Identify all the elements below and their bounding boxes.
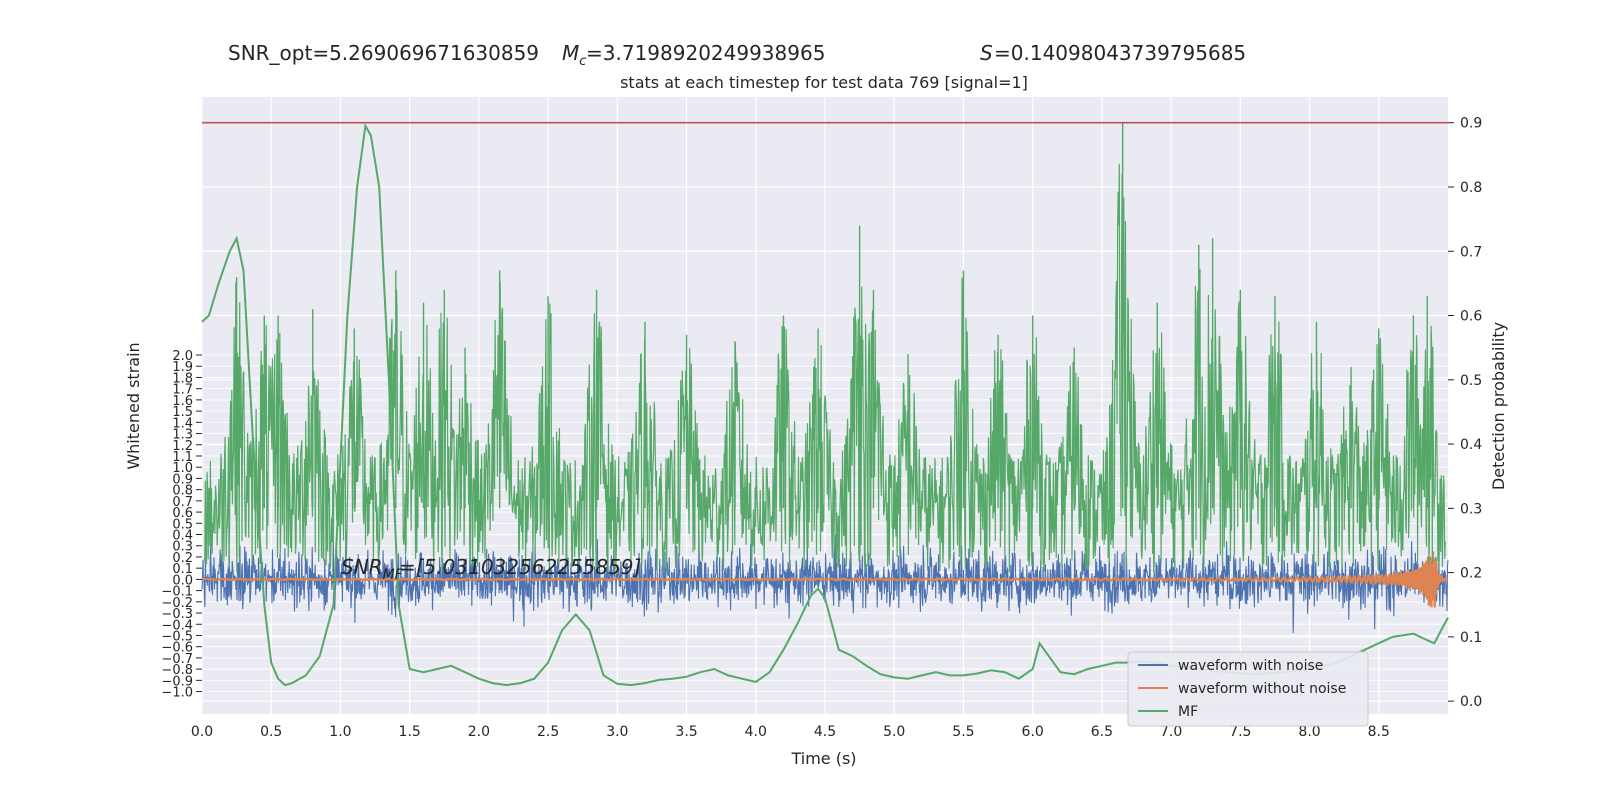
left-tick-label: 0.7: [172, 495, 193, 510]
left-tick-label: −0.3: [161, 607, 193, 622]
right-tick-label: 0.1: [1460, 630, 1482, 646]
left-tick-label: 1.4: [172, 416, 193, 431]
left-tick-label: 0.3: [172, 540, 193, 555]
snr-mf-annotation: =[5.031032562255859]: [399, 555, 641, 579]
x-tick-label: 7.0: [1160, 724, 1182, 740]
left-tick-label: −0.2: [161, 596, 193, 611]
left-tick-label: −0.4: [161, 618, 193, 633]
mf-activity-line: [204, 163, 1446, 573]
waveform-without-noise-line: [201, 551, 1449, 608]
left-tick-label: −0.1: [161, 585, 193, 600]
right-tick-label: 0.6: [1460, 309, 1482, 325]
left-tick-label: 0.2: [172, 551, 193, 566]
right-tick-label: 0.0: [1460, 694, 1482, 710]
right-tick-labels: 0.0 0.1 0.2 0.3 0.4 0.5 0.6 0.7 0.8 0.9: [1448, 116, 1482, 710]
left-tick-label: 0.6: [172, 506, 193, 521]
left-tick-label: 0.0: [172, 573, 193, 588]
x-tick-label: 7.5: [1229, 724, 1251, 740]
x-tick-label: 5.0: [883, 724, 905, 740]
mc-text: =3.7198920249938965: [586, 41, 825, 65]
left-tick-label: 0.5: [172, 517, 193, 532]
x-tick-label: 2.5: [537, 724, 559, 740]
x-tick-labels: 0.0 0.5 1.0 1.5 2.0 2.5 3.0 3.5 4.0 4.5 5.0 5.5 6.0 6…: [191, 724, 1390, 740]
x-tick-label: 1.5: [399, 724, 421, 740]
right-axis-label: Detection probability: [1489, 322, 1508, 490]
left-tick-label: 1.8: [172, 371, 193, 386]
left-tick-label: 1.2: [172, 439, 193, 454]
x-tick-label: 4.0: [745, 724, 767, 740]
left-tick-label: −0.7: [161, 652, 193, 667]
right-tick-label: 0.5: [1460, 373, 1482, 389]
mc-label: Mc: [562, 41, 586, 69]
left-tick-labels: −1.0−0.9−0.8−0.7−0.6−0.5−0.4−0.3−0.2−0.1…: [161, 349, 202, 701]
right-tick-label: 0.9: [1460, 116, 1482, 132]
chart-title: stats at each timestep for test data 769…: [620, 73, 1028, 92]
legend-label-mf: MF: [1178, 704, 1198, 720]
x-tick-label: 0.0: [191, 724, 213, 740]
series-waveform-without-noise: [201, 551, 1449, 608]
x-tick-label: 8.0: [1298, 724, 1320, 740]
left-tick-label: 0.8: [172, 484, 193, 499]
x-tick-label: 3.5: [675, 724, 697, 740]
legend-label-clean: waveform without noise: [1178, 681, 1346, 697]
left-tick-label: 2.0: [172, 349, 193, 364]
right-tick-label: 0.7: [1460, 244, 1482, 260]
left-tick-label: 1.9: [172, 360, 193, 375]
legend: waveform with noise waveform without noi…: [1127, 651, 1369, 727]
left-tick-label: 1.3: [172, 428, 193, 443]
x-tick-label: 5.5: [952, 724, 974, 740]
left-tick-label: −0.6: [161, 641, 193, 656]
left-tick-label: 1.7: [172, 383, 193, 398]
s-label: S: [980, 41, 993, 65]
x-tick-label: 3.0: [606, 724, 628, 740]
left-tick-label: 1.5: [172, 405, 193, 420]
left-tick-label: 0.4: [172, 529, 193, 544]
x-tick-label: 0.5: [260, 724, 282, 740]
x-tick-label: 4.5: [814, 724, 836, 740]
snr-opt-text: SNR_opt=5.269069671630859: [228, 41, 539, 65]
legend-box: [1127, 651, 1369, 727]
right-tick-label: 0.4: [1460, 437, 1482, 453]
left-tick-label: 0.9: [172, 472, 193, 487]
snr-mf-label: SNRMF: [341, 555, 404, 583]
x-tick-label: 6.0: [1022, 724, 1044, 740]
left-tick-label: −1.0: [161, 686, 193, 701]
right-tick-label: 0.8: [1460, 180, 1482, 196]
x-tick-label: 1.0: [329, 724, 351, 740]
left-axis-label: Whitened strain: [124, 342, 143, 469]
x-tick-label: 6.5: [1091, 724, 1113, 740]
right-tick-label: 0.2: [1460, 566, 1482, 582]
left-tick-label: 1.6: [172, 394, 193, 409]
left-tick-label: 1.0: [172, 461, 193, 476]
left-tick-label: −0.5: [161, 629, 193, 644]
left-tick-label: −0.9: [161, 674, 193, 689]
s-text: =0.14098043739795685: [994, 41, 1246, 65]
x-axis-label: Time (s): [790, 749, 856, 768]
left-tick-label: 1.1: [172, 450, 193, 465]
left-tick-label: −0.8: [161, 663, 193, 678]
x-tick-label: 8.5: [1368, 724, 1390, 740]
x-tick-label: 2.0: [468, 724, 490, 740]
legend-label-noise: waveform with noise: [1178, 658, 1323, 674]
right-tick-label: 0.3: [1460, 501, 1482, 517]
left-tick-label: 0.1: [172, 562, 193, 577]
